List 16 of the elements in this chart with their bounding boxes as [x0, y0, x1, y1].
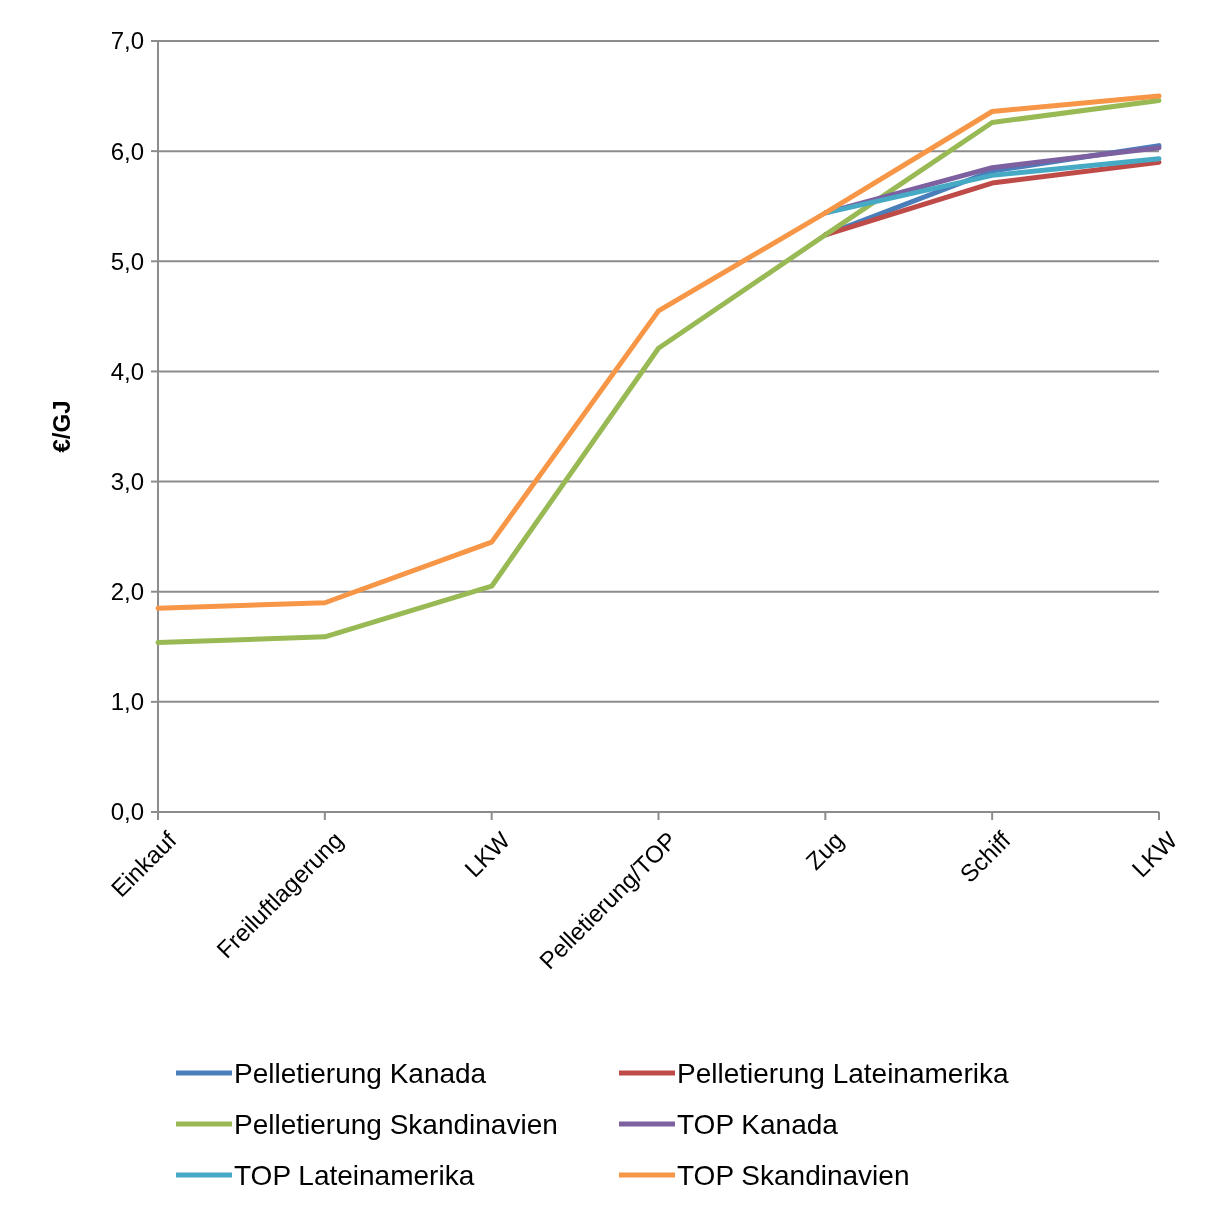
y-tick-label: 3,0: [110, 467, 144, 495]
y-axis-title: €/GJ: [48, 400, 75, 453]
legend-label: Pelletierung Skandinavien: [234, 1108, 558, 1140]
legend-label: TOP Skandinavien: [677, 1159, 910, 1191]
y-tick-label: 6,0: [110, 137, 144, 165]
y-tick-label: 2,0: [110, 578, 144, 606]
y-tick-label: 5,0: [110, 247, 144, 275]
x-tick-label: Zug: [800, 826, 849, 875]
legend-label: TOP Kanada: [677, 1108, 839, 1140]
y-tick-label: 7,0: [110, 27, 144, 55]
y-tick-label: 4,0: [110, 357, 144, 385]
legend-label: Pelletierung Kanada: [234, 1057, 487, 1089]
y-tick-label: 0,0: [110, 798, 144, 826]
legend-label: Pelletierung Lateinamerika: [677, 1057, 1009, 1089]
y-tick-label: 1,0: [110, 688, 144, 716]
legend-label: TOP Lateinamerika: [234, 1159, 475, 1191]
